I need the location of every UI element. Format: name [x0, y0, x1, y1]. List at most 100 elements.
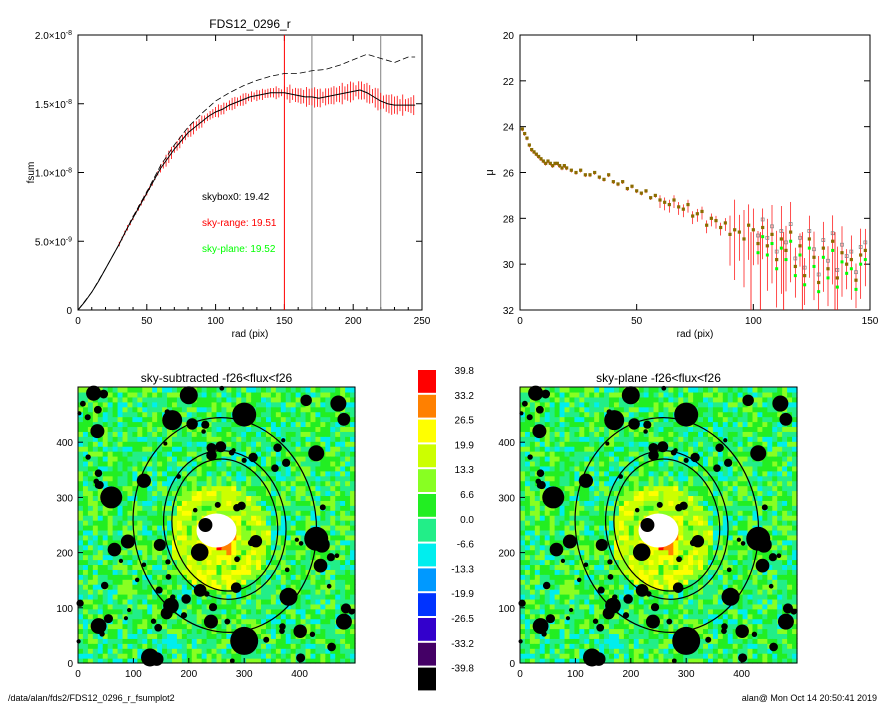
sky-plane-pixel [524, 401, 531, 408]
sky-subtracted-pixel [300, 574, 307, 580]
sky-plane-pixel [520, 475, 526, 482]
sky-subtracted-pixel [147, 525, 153, 531]
sky-subtracted-pixel [350, 431, 356, 437]
mu-point [649, 196, 653, 200]
sky-subtracted-pixel [325, 505, 331, 511]
sky-subtracted-pixel [241, 603, 247, 610]
sky-subtracted-pixel [270, 608, 277, 615]
sky-subtracted-pixel [97, 569, 104, 575]
sky-plane-pixel [559, 401, 566, 408]
sky-subtracted-pixel [201, 613, 208, 620]
sky-subtracted-pixel [325, 633, 331, 639]
sky-subtracted-pixel [102, 564, 109, 570]
sky-subtracted-pixel [345, 401, 351, 408]
sky-subtracted-pixel [290, 603, 297, 610]
sky-subtracted-pixel [162, 515, 168, 521]
sky-subtracted-pixel [330, 426, 336, 432]
sky-subtracted-pixel [305, 475, 312, 482]
sky-subtracted-pixel [320, 579, 326, 585]
sky-subtracted-pixel [261, 451, 267, 457]
sky-plane-pixel [524, 387, 531, 393]
sky-subtracted-pixel [335, 549, 341, 556]
sky-plane-pixel [534, 485, 541, 492]
sky-subtracted-pixel [127, 633, 134, 639]
sky-subtracted-pixel [251, 574, 257, 580]
sky-subtracted-mask [314, 536, 330, 553]
sky-subtracted-pixel [221, 426, 227, 432]
sky-subtracted-pixel [275, 391, 282, 398]
sky-subtracted-pixel [112, 520, 119, 526]
sky-plane-pixel [529, 613, 536, 620]
sky-subtracted-pixel [241, 579, 247, 585]
sky-subtracted-pixel [221, 411, 227, 418]
sky-subtracted-pixel [340, 485, 346, 492]
sky-subtracted-pixel [325, 598, 331, 605]
sky-subtracted-pixel [315, 618, 321, 625]
sky-subtracted-pixel [226, 490, 232, 497]
sky-subtracted-pixel [191, 515, 198, 521]
sky-plane-pixel [539, 475, 546, 482]
sky-subtracted-pixel [285, 446, 292, 452]
sky-subtracted-pixel [345, 569, 351, 575]
sky-plane-pixel [529, 500, 536, 506]
fsum-annotation: sky-plane: 19.52 [202, 244, 276, 255]
sky-subtracted-pixel [127, 505, 134, 511]
sky-subtracted-pixel [107, 569, 114, 575]
sky-subtracted-pixel [256, 569, 262, 575]
sky-subtracted-pixel [315, 401, 321, 408]
sky-plane-pixel [554, 618, 561, 625]
mu-point [756, 241, 760, 246]
sky-subtracted-pixel [216, 569, 223, 575]
sky-subtracted-pixel [107, 653, 114, 659]
sky-subtracted-pixel [290, 436, 297, 442]
sky-plane-pixel [539, 594, 546, 600]
sky-plane-pixel [613, 579, 620, 585]
sky-subtracted-pixel [122, 529, 129, 536]
sky-plane-pixel [628, 411, 635, 418]
sky-plane-pixel [599, 456, 605, 462]
sky-subtracted-pixel [350, 500, 356, 506]
sky-subtracted-pixel [280, 608, 287, 615]
sky-subtracted-pixel [315, 426, 321, 432]
sky-subtracted-pixel [340, 633, 346, 639]
sky-subtracted-pixel [320, 613, 326, 620]
sky-subtracted-pixel [246, 623, 252, 630]
sky-subtracted-pixel [196, 396, 203, 403]
sky-subtracted-pixel [142, 574, 148, 580]
sky-subtracted-pixel [256, 401, 262, 408]
sky-subtracted-pixel [270, 603, 277, 610]
sky-subtracted-pixel [132, 391, 138, 398]
sky-subtracted-pixel [256, 608, 262, 615]
sky-subtracted-pixel [206, 574, 213, 580]
sky-subtracted-pixel [226, 441, 232, 447]
sky-subtracted-mask [326, 583, 332, 589]
sky-subtracted-pixel [211, 633, 218, 639]
sky-subtracted-pixel [300, 480, 307, 487]
sky-subtracted-pixel [132, 534, 138, 541]
sky-subtracted-pixel [256, 594, 262, 600]
sky-subtracted-pixel [78, 643, 84, 649]
sky-subtracted-pixel [300, 648, 307, 654]
sky-subtracted-mask [155, 586, 163, 594]
sky-subtracted-pixel [117, 426, 124, 432]
sky-subtracted-pixel [300, 544, 307, 551]
fsum-panel: 0 50 100 150 200 25005.0×10-91.0×10-81.5×10-8… [26, 17, 431, 340]
sky-subtracted-pixel [132, 529, 138, 536]
sky-subtracted-pixel [300, 460, 307, 467]
sky-subtracted-pixel [186, 411, 193, 418]
sky-subtracted-pixel [142, 456, 148, 462]
sky-subtracted-pixel [246, 534, 252, 541]
sky-plane-pixel [574, 589, 580, 595]
sky-subtracted-pixel [171, 623, 178, 630]
sky-subtracted-pixel [251, 480, 257, 487]
sky-plane-pixel [574, 446, 580, 452]
sky-subtracted-pixel [137, 406, 143, 413]
sky-subtracted-pixel [226, 416, 232, 423]
sky-subtracted-pixel [236, 480, 242, 487]
sky-plane-pixel [524, 608, 531, 615]
sky-plane-pixel [613, 638, 620, 644]
sky-subtracted-pixel [251, 460, 257, 467]
sky-subtracted-pixel [330, 559, 336, 566]
sky-plane-pixel [554, 470, 561, 477]
sky-plane-pixel [559, 485, 566, 492]
